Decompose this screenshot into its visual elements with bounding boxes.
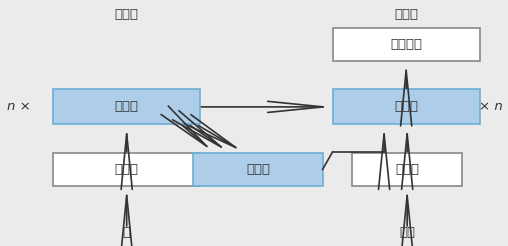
Text: 目标: 目标 [399,226,415,239]
Text: 循环层: 循环层 [394,100,418,113]
Text: 解码器: 解码器 [394,8,418,21]
Bar [333,89,480,124]
Text: 嵌入层: 嵌入层 [395,163,419,176]
Text: 源: 源 [123,226,131,239]
Bar [53,153,200,186]
Bar [333,28,480,61]
Text: 注意力: 注意力 [246,163,270,176]
Bar [194,153,323,186]
Text: 嵌入层: 嵌入层 [115,163,139,176]
Text: 全连接层: 全连接层 [390,38,422,51]
Text: 编码器: 编码器 [115,8,139,21]
Text: × n: × n [479,100,502,113]
Bar [53,89,200,124]
Bar [353,153,462,186]
Text: 循环层: 循环层 [115,100,139,113]
Text: n ×: n × [8,100,31,113]
